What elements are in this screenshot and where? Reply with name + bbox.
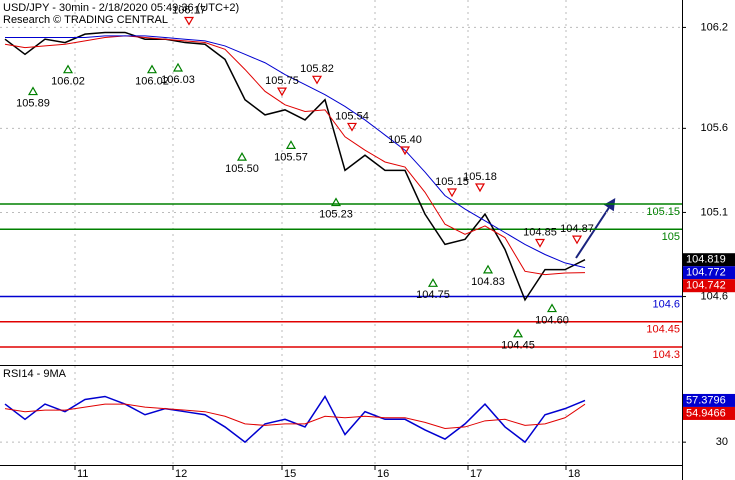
x-tick-label: 17 (470, 468, 482, 480)
level-label: 104.45 (646, 324, 680, 336)
high-marker (311, 75, 323, 85)
y-tick-label: 105.6 (700, 122, 728, 134)
high-marker (399, 146, 411, 156)
high-marker (446, 188, 458, 198)
last-value-label: 104.742 (686, 280, 726, 292)
series-line (5, 35, 586, 269)
low-marker (62, 64, 74, 74)
series-line (4, 394, 586, 444)
annotation-label: 104.75 (416, 289, 450, 301)
annotation-label: 106.02 (135, 76, 169, 88)
last-value-badge (683, 279, 735, 293)
level-label: 104.3 (652, 349, 680, 361)
chart-subtitle: Research © TRADING CENTRAL (3, 14, 168, 26)
series-line (4, 31, 586, 302)
last-value-badge (683, 253, 735, 267)
low-marker (330, 197, 342, 207)
series-line (4, 403, 586, 429)
y-tick-label: 104.6 (700, 290, 728, 302)
last-value-label: 54.9466 (686, 407, 726, 419)
last-value-label: 104.772 (686, 267, 726, 279)
high-marker (346, 122, 358, 132)
annotation-label: 105.89 (16, 97, 50, 109)
low-marker (482, 264, 494, 274)
low-marker (27, 86, 39, 96)
x-tick-label: 18 (568, 468, 580, 480)
low-marker (427, 278, 439, 287)
y-tick-label: 105.1 (700, 206, 728, 218)
last-value-badge (683, 393, 735, 407)
high-marker (571, 235, 583, 245)
low-marker (172, 62, 184, 72)
rsi-title: RSI14 - 9MA (3, 368, 67, 380)
annotation-label: 104.45 (501, 340, 535, 352)
x-tick-label: 16 (377, 468, 389, 480)
last-value-badge (683, 266, 735, 280)
annotation-label: 106.02 (51, 76, 85, 88)
low-marker (285, 140, 297, 149)
annotation-label: 105.54 (335, 110, 369, 122)
annotation-label: 105.40 (388, 134, 422, 146)
chart-title: USD/JPY - 30min - 2/18/2020 05:49:36 (UT… (3, 2, 239, 14)
annotation-label: 104.83 (471, 276, 505, 288)
low-marker (146, 64, 158, 74)
high-marker (534, 238, 546, 248)
level-label: 105 (662, 231, 680, 243)
x-tick-label: 12 (175, 468, 187, 480)
annotation-label: 105.57 (274, 151, 308, 163)
annotation-label: 106.17 (172, 4, 206, 16)
level-label: 104.6 (652, 298, 680, 310)
annotation-label: 104.85 (523, 226, 557, 238)
level-label: 105.15 (646, 206, 680, 218)
low-marker (546, 303, 558, 313)
y-tick-label: 30 (716, 436, 728, 448)
high-marker (183, 16, 195, 26)
low-marker (512, 328, 524, 338)
annotation-label: 105.18 (463, 171, 497, 183)
annotation-label: 105.82 (300, 63, 334, 75)
low-marker (236, 151, 248, 161)
annotation-label: 105.75 (265, 75, 299, 87)
annotation-label: 105.23 (319, 208, 353, 220)
high-marker (474, 183, 486, 193)
annotation-label: 104.87 (560, 223, 594, 235)
last-value-label: 57.3796 (686, 394, 726, 406)
y-tick-label: 106.2 (700, 21, 728, 33)
high-marker (276, 87, 288, 97)
x-tick-label: 15 (284, 468, 296, 480)
annotation-label: 106.03 (161, 74, 195, 86)
series-line (4, 35, 586, 276)
annotation-label: 104.60 (535, 314, 569, 326)
last-value-label: 104.819 (686, 254, 726, 266)
annotation-label: 105.15 (435, 176, 469, 188)
x-tick-label: 11 (77, 468, 88, 480)
annotation-label: 105.50 (225, 163, 259, 175)
last-value-badge (683, 406, 735, 420)
